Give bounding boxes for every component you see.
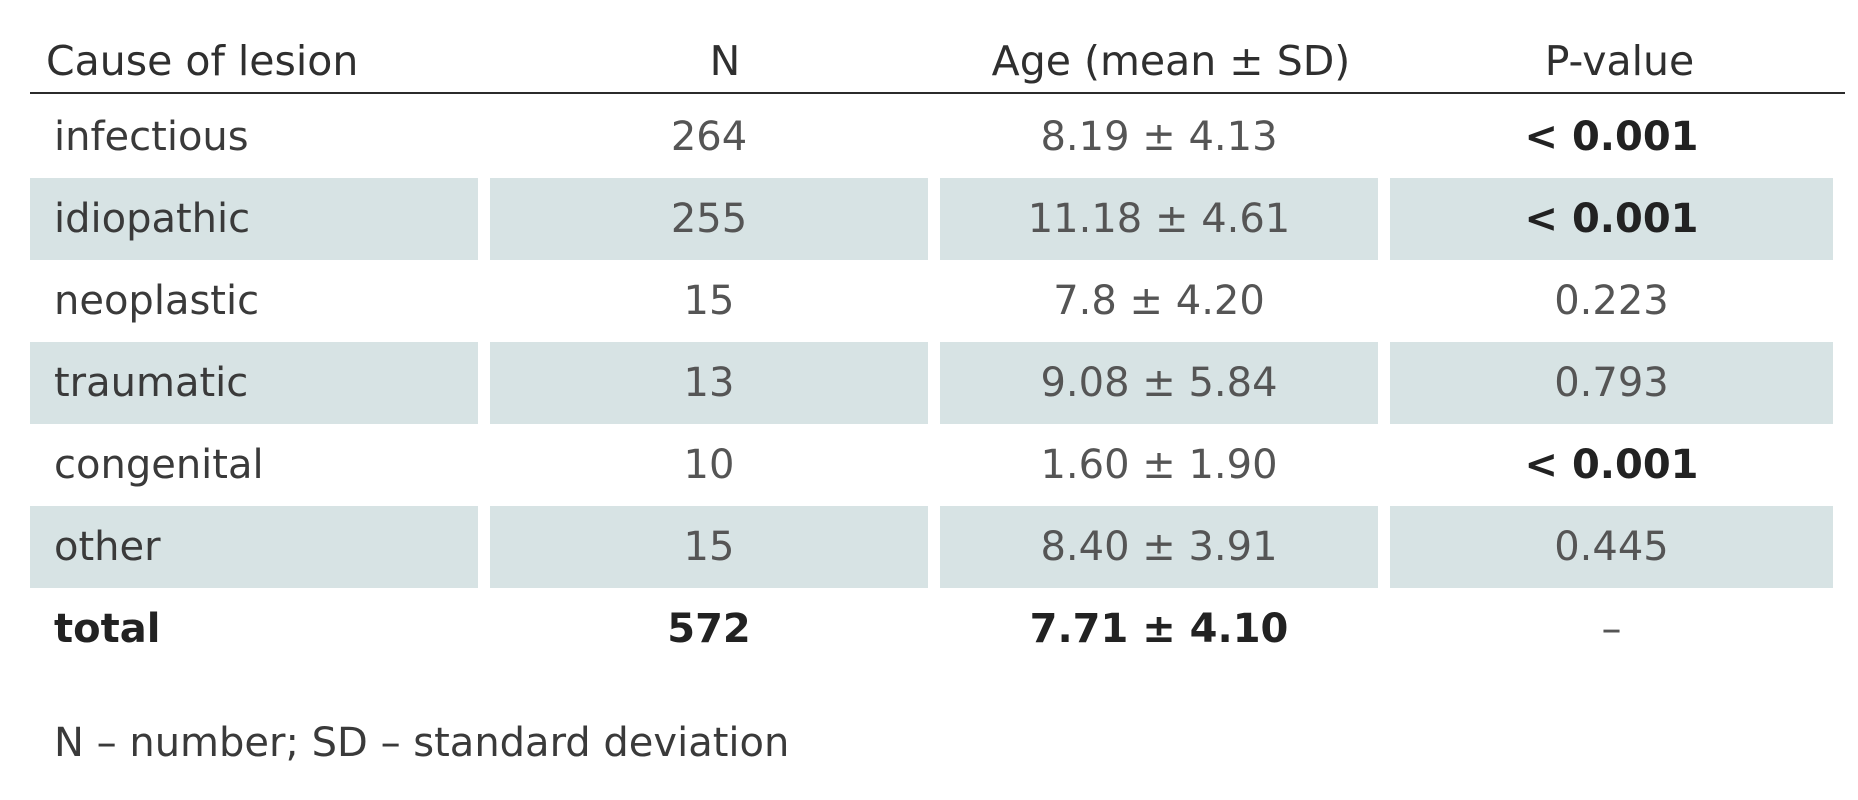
total-label: total: [54, 606, 161, 652]
table-row: traumatic 13 9.08 ± 5.84 0.793: [30, 342, 1845, 424]
table-row: other 15 8.40 ± 3.91 0.445: [30, 506, 1845, 588]
header-n: N: [709, 37, 741, 85]
cell-n: 13: [490, 342, 928, 424]
cell-age: 7.8 ± 4.20: [1053, 278, 1265, 324]
cell-n: 15: [490, 506, 928, 588]
cell-age: 8.19 ± 4.13: [1040, 114, 1278, 160]
cell-age: 11.18 ± 4.61: [940, 178, 1378, 260]
total-n: 572: [667, 606, 751, 652]
table-body: infectious 264 8.19 ± 4.13 < 0.001 idiop…: [30, 96, 1845, 670]
total-p-value: –: [1601, 606, 1622, 652]
cell-age: 1.60 ± 1.90: [1040, 442, 1278, 488]
cell-cause: traumatic: [30, 342, 478, 424]
cell-p-value: < 0.001: [1524, 114, 1699, 160]
header-age: Age (mean ± SD): [991, 37, 1351, 85]
cell-n: 15: [683, 278, 735, 324]
cell-cause: idiopathic: [30, 178, 478, 260]
cell-n: 264: [670, 114, 748, 160]
data-table: Cause of lesion N Age (mean ± SD) P-valu…: [30, 30, 1845, 670]
cell-cause: other: [30, 506, 478, 588]
table-header-row: Cause of lesion N Age (mean ± SD) P-valu…: [30, 30, 1845, 94]
table-row: idiopathic 255 11.18 ± 4.61 < 0.001: [30, 178, 1845, 260]
cell-p-value: < 0.001: [1390, 178, 1833, 260]
table-total-row: total 572 7.71 ± 4.10 –: [30, 588, 1845, 670]
cell-cause: neoplastic: [54, 278, 260, 324]
cell-age: 8.40 ± 3.91: [940, 506, 1378, 588]
cell-n: 10: [683, 442, 735, 488]
header-cause: Cause of lesion: [46, 37, 359, 85]
cell-age: 9.08 ± 5.84: [940, 342, 1378, 424]
cell-p-value: 0.223: [1554, 278, 1669, 324]
table-row: congenital 10 1.60 ± 1.90 < 0.001: [30, 424, 1845, 506]
table-row: infectious 264 8.19 ± 4.13 < 0.001: [30, 96, 1845, 178]
total-age: 7.71 ± 4.10: [1029, 606, 1289, 652]
cell-cause: congenital: [54, 442, 264, 488]
cell-p-value: 0.445: [1390, 506, 1833, 588]
cell-n: 255: [490, 178, 928, 260]
table-footnote: N – number; SD – standard deviation: [54, 720, 790, 766]
cell-p-value: 0.793: [1390, 342, 1833, 424]
cell-p-value: < 0.001: [1524, 442, 1699, 488]
header-p-value: P-value: [1544, 37, 1695, 85]
table-row: neoplastic 15 7.8 ± 4.20 0.223: [30, 260, 1845, 342]
cell-cause: infectious: [54, 114, 249, 160]
